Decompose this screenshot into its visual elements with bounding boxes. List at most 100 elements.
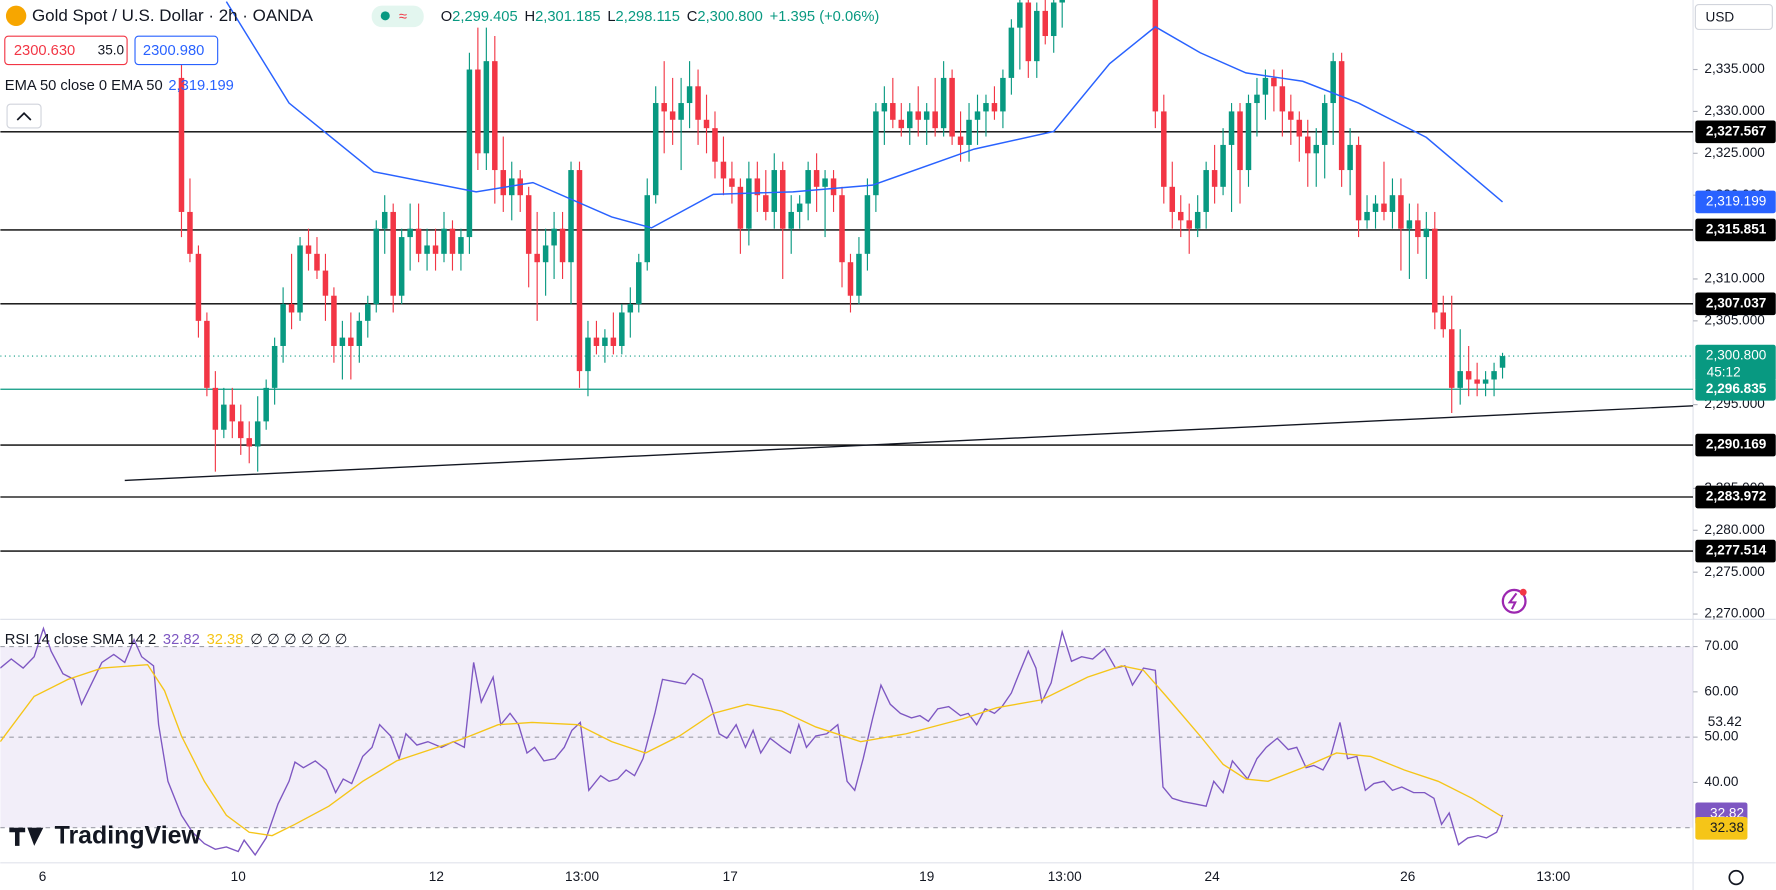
candle-body <box>1186 220 1192 229</box>
overlays: ≈ TradingView USD 53.42 Gold Spot / U.S.… <box>4 3 1773 886</box>
candle-body <box>492 61 498 171</box>
candle-body <box>1364 211 1370 221</box>
candle-body <box>923 111 930 120</box>
currency-button[interactable] <box>1694 3 1773 31</box>
y-tick-label: 2,270.000 <box>1704 606 1765 621</box>
watermark: TradingView <box>55 821 202 849</box>
x-tick-label: 17 <box>723 869 738 884</box>
candle-body <box>381 211 388 229</box>
y-tick-label: 2,330.000 <box>1704 103 1765 118</box>
candle-body <box>542 245 549 263</box>
candle-body <box>314 253 320 271</box>
candle-body <box>1279 86 1286 112</box>
ohlc-value: 2,298.115 <box>616 9 680 25</box>
level-label: 2,296.835 <box>1706 381 1767 396</box>
candle-body <box>957 136 964 145</box>
candle-body <box>280 304 286 346</box>
candle-body <box>991 103 998 112</box>
rsi-badge-label: 32.38 <box>1710 820 1744 835</box>
candle-body <box>737 186 744 229</box>
candle-body <box>458 237 464 254</box>
rsi-badge <box>1695 816 1748 840</box>
candle-body <box>263 387 269 422</box>
candle-body <box>932 111 938 129</box>
candle-body <box>1321 103 1328 145</box>
candle-body <box>517 178 523 196</box>
ema-name: EMA 50 close 0 EMA 50 <box>5 78 163 94</box>
y-tick-label: 2,305.000 <box>1704 312 1765 327</box>
candle-body <box>322 270 329 296</box>
candle-body <box>720 161 727 179</box>
x-tick-label: 13:00 <box>1048 869 1082 884</box>
rsi-legend: RSI 14 close SMA 14 2 32.82 32.38 ∅ ∅ ∅ ∅ ∅… <box>5 632 348 648</box>
candle-body <box>1050 2 1057 37</box>
candle-body <box>254 421 261 447</box>
candle-body <box>551 228 557 246</box>
y-tick-label: 40.00 <box>1704 774 1738 789</box>
rsi-line <box>0 626 1504 857</box>
candle-body <box>1008 27 1015 78</box>
candle-body <box>500 170 507 196</box>
candle-body <box>508 178 515 196</box>
candle-body <box>212 387 219 430</box>
candle-body <box>771 170 778 212</box>
candle-body <box>1313 144 1319 154</box>
x-tick-label: 19 <box>919 869 934 884</box>
x-tick-label: 13:00 <box>1536 869 1570 884</box>
candle-body <box>238 421 244 439</box>
candle-body <box>1262 77 1269 95</box>
collapse-button[interactable] <box>6 103 42 129</box>
axes: 2,270.0002,275.0002,280.0002,285.0002,29… <box>39 61 1776 884</box>
alert-icon[interactable] <box>1501 588 1527 614</box>
y-tick-label: 2,275.000 <box>1704 564 1765 579</box>
candle-body <box>1448 329 1455 388</box>
candle-body <box>1254 94 1260 104</box>
candle-body <box>619 312 625 346</box>
candle-body <box>1389 195 1396 212</box>
rsi-name: RSI 14 close SMA 14 2 <box>5 632 156 648</box>
settings-icon[interactable] <box>1728 869 1744 886</box>
sell-button[interactable] <box>4 35 128 66</box>
candle-body <box>873 111 879 196</box>
y-tick-label: 70.00 <box>1704 638 1738 653</box>
candle-body <box>1499 356 1506 368</box>
spread: 35.0 <box>98 43 125 58</box>
candle-body <box>1194 211 1201 229</box>
candle-body <box>610 337 617 346</box>
candle-body <box>585 337 591 372</box>
candle-body <box>1042 10 1049 37</box>
candle-body <box>746 178 752 229</box>
level-badge <box>1695 485 1776 509</box>
currency: USD <box>1706 10 1735 25</box>
price-pane <box>0 0 1694 552</box>
candle-body <box>449 228 456 254</box>
candle-body <box>559 228 566 263</box>
candle-body <box>1177 211 1184 221</box>
candle-body <box>881 103 888 112</box>
candle-body <box>246 438 252 447</box>
rsi-placeholders: ∅ ∅ ∅ ∅ ∅ ∅ <box>250 632 347 648</box>
candle-body <box>356 320 363 346</box>
candle-body <box>1474 379 1480 384</box>
cursor-label: 53.42 <box>1708 714 1742 729</box>
candle-body <box>788 211 794 229</box>
candle-body <box>1000 77 1006 112</box>
ask: 2300.980 <box>143 43 204 59</box>
candle-body <box>1203 170 1209 212</box>
y-tick-label: 2,310.000 <box>1704 271 1765 286</box>
last-price-label: 2,300.800 <box>1706 348 1767 363</box>
candle-body <box>813 170 820 187</box>
level-label: 2,315.851 <box>1706 222 1767 237</box>
buy-button[interactable] <box>134 35 219 66</box>
candle-body <box>178 77 185 212</box>
status-pill <box>371 5 424 28</box>
candle-body <box>1432 228 1438 313</box>
candle-body <box>661 103 667 112</box>
candle-body <box>407 228 413 238</box>
candle-body <box>568 170 574 263</box>
candle-body <box>966 119 972 145</box>
candle-body <box>576 170 583 372</box>
level-label: 2,307.037 <box>1706 295 1766 310</box>
candle-body <box>1330 61 1336 104</box>
